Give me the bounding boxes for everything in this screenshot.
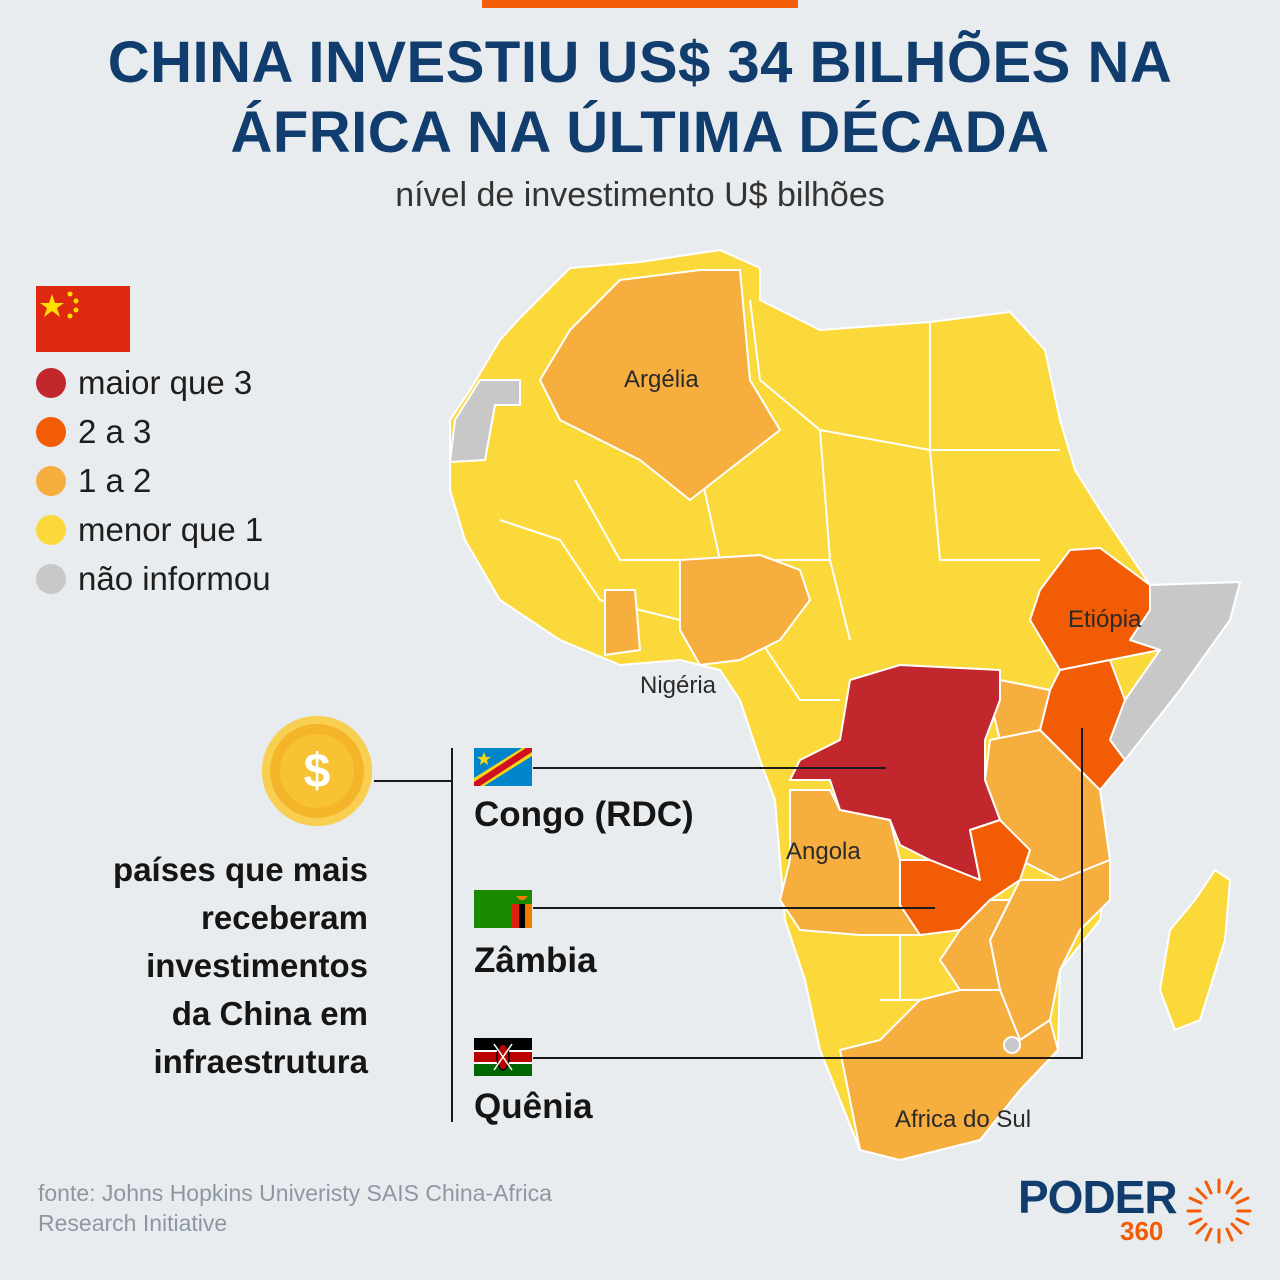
source-credit: fonte: Johns Hopkins Univeristy SAIS Chi…	[38, 1180, 552, 1236]
china-flag-icon	[36, 286, 130, 352]
label-angola: Angola	[786, 838, 861, 865]
legend-swatch	[36, 514, 66, 545]
page-subtitle: nível de investimento U$ bilhões	[395, 176, 885, 214]
south-africa	[839, 989, 1059, 1161]
legend: maior que 3 2 a 3 1 a 2 menor que 1 não …	[36, 286, 271, 603]
dollar-sign: $	[280, 734, 354, 808]
coin-icon: $	[262, 716, 372, 826]
madagascar	[1159, 869, 1231, 1031]
legend-swatch	[36, 416, 66, 447]
algeria	[539, 269, 781, 501]
ghana	[604, 589, 641, 656]
label-nigeria: Nigéria	[640, 672, 717, 699]
lesotho	[1003, 1036, 1021, 1054]
label-algeria: Argélia	[624, 366, 699, 393]
legend-label: maior que 3	[78, 363, 253, 401]
ethiopia	[1029, 547, 1161, 671]
legend-label: não informou	[78, 559, 271, 597]
western-sahara	[449, 379, 521, 463]
kenya-leader-line	[533, 728, 1083, 1059]
page-title: CHINA INVESTIU US$ 34 BILHÕES NA ÁFRICA …	[107, 30, 1173, 165]
legend-label: 2 a 3	[78, 412, 152, 450]
zambia-flag-icon	[474, 890, 532, 928]
legend-item-2-a-3: 2 a 3	[36, 407, 271, 456]
legend-label: 1 a 2	[78, 461, 152, 499]
legend-item-menor-que-1: menor que 1	[36, 505, 271, 554]
kenya-flag-icon	[474, 1038, 532, 1076]
legend-label: menor que 1	[78, 510, 264, 548]
legend-swatch	[36, 563, 66, 594]
label-ethiopia: Etiópia	[1068, 606, 1142, 633]
label-south-africa: Africa do Sul	[895, 1106, 1032, 1133]
legend-item-nao-informou: não informou	[36, 554, 271, 603]
nigeria	[679, 554, 811, 666]
legend-swatch	[36, 367, 66, 398]
drc-flag-icon	[474, 748, 532, 786]
top-accent-bar	[482, 0, 798, 8]
highlight-description: países que mais receberam investimentos …	[113, 851, 368, 1080]
poder360-logo: PODER 360	[1018, 1170, 1258, 1250]
country-congo-rdc: Congo (RDC)	[474, 795, 694, 834]
logo-text: PODER	[1018, 1171, 1178, 1223]
angola	[779, 789, 921, 936]
zimbabwe	[939, 899, 1011, 991]
country-kenya: Quênia	[474, 1087, 593, 1126]
logo-number: 360	[1120, 1216, 1164, 1246]
legend-item-maior-que-3: maior que 3	[36, 358, 271, 407]
legend-item-1-a-2: 1 a 2	[36, 456, 271, 505]
country-zambia: Zâmbia	[474, 941, 597, 980]
sun-burst-icon	[1186, 1178, 1252, 1244]
legend-swatch	[36, 465, 66, 496]
